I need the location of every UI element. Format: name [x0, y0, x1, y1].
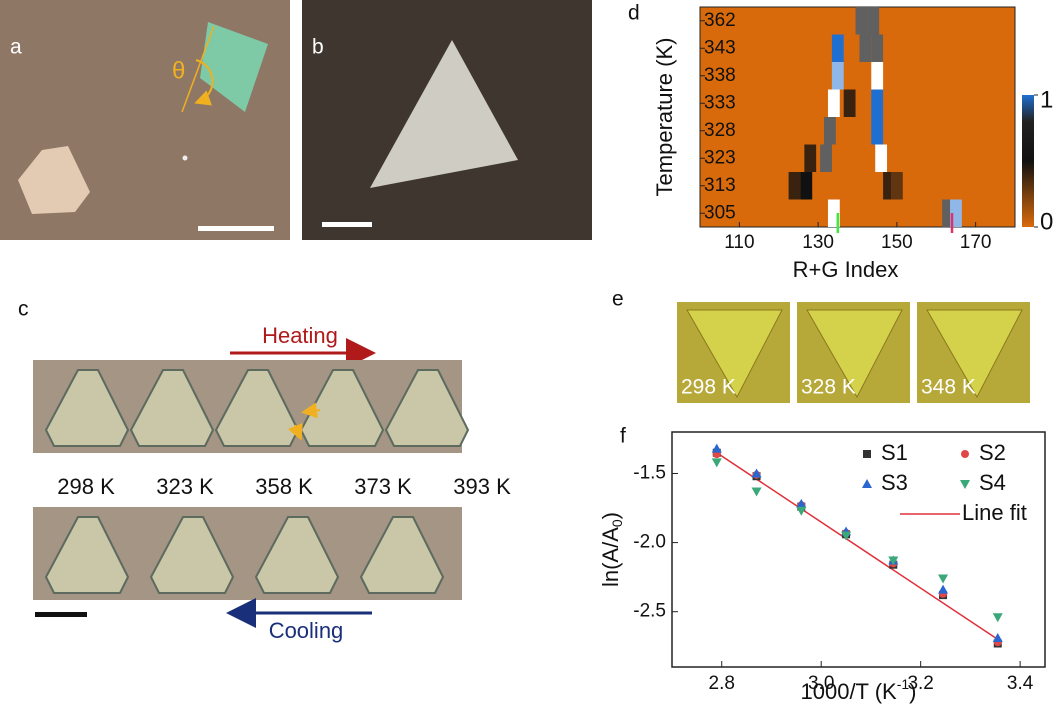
legend-marker [862, 479, 872, 488]
temperature-label: 348 K [921, 376, 976, 399]
legend-label: S3 [881, 470, 908, 495]
heat-cell [871, 90, 883, 118]
x-axis-label-end: ) [909, 679, 916, 704]
x-tick-label: 130 [802, 232, 834, 253]
plot-area [700, 7, 1015, 227]
temperature-label: 373 K [354, 474, 412, 499]
angle-symbol: θ [172, 57, 185, 84]
heat-cell [844, 90, 856, 118]
panel-label: d [628, 2, 640, 25]
panel-d: d 305 313 323 328 333 338 343 362 110 130 150 170 R+… [628, 2, 1053, 282]
heat-cell [800, 172, 812, 200]
panel-label: b [312, 36, 324, 59]
figure: a θ b c Heating Cooling 298 K 323 K 358 K 3… [0, 0, 1059, 707]
temperature-label: 298 K [681, 376, 736, 399]
temperature-label: 298 K [57, 474, 115, 499]
x-axis-label-text: 1000/T (K [801, 679, 898, 704]
heat-cell [871, 117, 883, 145]
y-axis-label: Temperature (K) [652, 38, 677, 197]
fit-line [717, 453, 998, 640]
panel-e: e 298 K 328 K 348 K [612, 288, 1030, 403]
temperature-label: 358 K [255, 474, 313, 499]
y-tick-label: -1.5 [633, 462, 666, 483]
heat-cell [859, 35, 871, 63]
colorbar-tick-label: 1 [1040, 86, 1053, 113]
temperature-label: 323 K [156, 474, 214, 499]
y-axis-label-sub: 0 [609, 519, 625, 527]
point [752, 487, 762, 496]
x-tick-label: 110 [724, 232, 754, 253]
x-tick-label: 2.8 [709, 673, 735, 694]
point [712, 444, 722, 453]
temperature-label: 393 K [453, 474, 511, 499]
heat-cell [832, 35, 844, 63]
y-axis-label-text: ln(A/A [598, 527, 623, 587]
photo-b: b [302, 0, 592, 240]
cooling-label: Cooling [269, 618, 344, 643]
heat-cell [828, 90, 840, 118]
point [993, 613, 1003, 622]
x-axis-label-sup: -1 [897, 676, 910, 692]
heat-cell [832, 62, 844, 90]
temperature-label: 328 K [801, 376, 856, 399]
legend-marker [961, 450, 969, 458]
legend-label: S4 [979, 470, 1006, 495]
y-axis-label: ln(A/A0) [598, 512, 625, 587]
photo-a: a θ [0, 0, 290, 240]
panel-label: a [10, 36, 22, 59]
heating-label: Heating [262, 323, 338, 348]
y-tick-label: 338 [704, 65, 736, 86]
heat-cell [820, 145, 832, 173]
panel-label: c [18, 298, 29, 321]
x-tick-label: 3.4 [1007, 673, 1034, 694]
y-tick-label: 343 [704, 37, 736, 58]
heat-cell [871, 35, 883, 63]
heat-cell [856, 7, 868, 35]
y-tick-label: 313 [704, 175, 736, 196]
y-tick-label: 305 [704, 202, 736, 223]
legend-label: S1 [881, 440, 908, 465]
heat-cell [804, 145, 816, 173]
plot-area [672, 432, 1045, 667]
point [938, 575, 948, 584]
legend-marker [863, 450, 871, 458]
panel-label: e [612, 288, 624, 311]
panel-label: f [620, 425, 626, 448]
heat-cell [824, 117, 836, 145]
y-tick-label: 362 [704, 10, 736, 31]
legend-label: Line fit [962, 500, 1027, 525]
legend-marker [960, 480, 970, 489]
heat-cell [789, 172, 801, 200]
x-axis-label: R+G Index [793, 257, 899, 282]
y-tick-label: 333 [704, 92, 736, 113]
heat-cell [875, 145, 887, 173]
x-axis-label: 1000/T (K-1) [801, 676, 917, 704]
x-tick-label: 170 [960, 232, 992, 253]
panel-c: c Heating Cooling 298 K 323 K 358 K 373 K 39… [18, 298, 511, 643]
heat-cell [891, 172, 903, 200]
y-tick-label: -2.0 [633, 532, 666, 553]
y-tick-label: 328 [704, 120, 736, 141]
heat-cell [871, 62, 883, 90]
legend-label: S2 [979, 440, 1006, 465]
point [712, 458, 722, 467]
x-tick-label: 150 [881, 232, 913, 253]
colorbar-tick-label: 0 [1040, 208, 1053, 235]
colorbar [1022, 95, 1034, 227]
point [938, 585, 948, 594]
heat-cell [867, 7, 879, 35]
y-tick-label: 323 [704, 147, 736, 168]
y-tick-label: -2.5 [633, 601, 666, 622]
y-axis-label-end: ) [598, 512, 623, 519]
